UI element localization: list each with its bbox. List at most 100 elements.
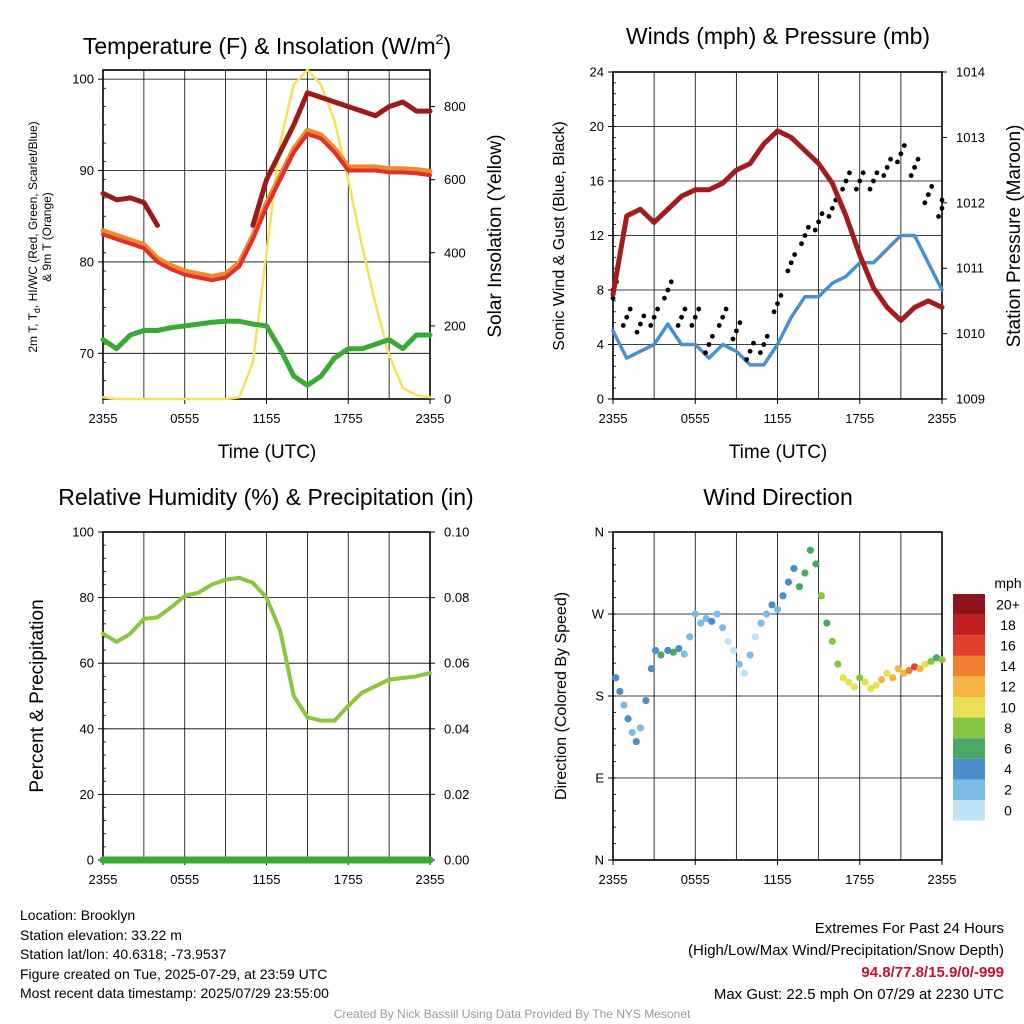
temp-ylabel-right: Solar Insolation (Yellow): [485, 134, 506, 337]
winds-ytick-label: 4: [597, 337, 604, 352]
wind-direction-point: [878, 676, 886, 684]
rh-xtick-label: 2355: [416, 872, 445, 887]
wdir-ytick-label: W: [592, 607, 605, 622]
extremes-block: Extremes For Past 24 Hours (High/Low/Max…: [688, 918, 1004, 1006]
wdir-xtick-label: 2355: [599, 872, 628, 887]
gust-point: [826, 214, 832, 219]
gust-point: [802, 233, 808, 238]
rh-xtick-label: 2355: [89, 872, 118, 887]
temp-xtick-label: 2355: [89, 411, 118, 426]
wind-direction-point: [751, 633, 760, 641]
gust-point: [912, 164, 917, 170]
temp-panel: 70 80 90 100 0 200 400 600 800 2355 0555 1155 1755 23…: [72, 68, 466, 426]
wind-direction-point: [647, 665, 655, 673]
winds-ytick-label: 20: [590, 119, 604, 134]
wind-direction-point: [927, 657, 935, 665]
gust-point: [925, 192, 931, 198]
winds-panel-title: Winds (mph) & Pressure (mb): [626, 23, 930, 49]
rh-line: [101, 575, 432, 723]
wind-direction-point: [636, 724, 645, 732]
gust-point: [915, 156, 921, 162]
wind-direction-point: [773, 605, 782, 614]
rh-ytick-label: 0: [87, 853, 94, 868]
gust-point: [939, 197, 945, 203]
wind-direction-point: [812, 560, 820, 568]
temp-xtick-label: 1155: [253, 411, 281, 426]
wind-direction-point: [828, 637, 836, 645]
gust-point: [888, 156, 893, 162]
wind-direction-point: [642, 696, 650, 705]
wind-direction-point: [708, 617, 716, 625]
rh-ytick-label: 60: [80, 656, 94, 671]
gust-point: [682, 306, 688, 312]
winds-ytick-label: 0: [597, 392, 604, 407]
gust-point: [840, 186, 846, 192]
winds-ylabel-right: Station Pressure (Maroon): [1004, 125, 1024, 348]
wind-direction-point: [624, 715, 632, 723]
wind-direction-point: [735, 660, 743, 668]
wdir-border: [612, 531, 943, 861]
wind-direction-point: [686, 633, 694, 641]
wind-direction-point: [675, 645, 683, 653]
wind-direction-point: [691, 610, 699, 618]
temp-ytick-right-label: 600: [444, 172, 466, 187]
wind-direction-point: [801, 569, 809, 577]
winds-ytick-right-label: 1013: [956, 130, 985, 145]
wdir-ytick-label: N: [595, 853, 604, 868]
gust-point: [788, 260, 794, 266]
winds-xtick-label: 0555: [681, 411, 710, 426]
sonic-wind-line: [611, 233, 944, 367]
legend-swatch: [953, 655, 985, 677]
wind-direction-point: [746, 651, 754, 659]
winds-ytick-label: 12: [590, 228, 604, 243]
max-gust-text: Max Gust: 22.5 mph On 07/29 at 2230 UTC: [713, 986, 1004, 1003]
insolation-line: [101, 68, 432, 401]
gust-point: [816, 219, 822, 225]
elevation-text: Station elevation: 33.22 m: [20, 926, 182, 943]
gust-point: [829, 205, 835, 211]
gust-point: [922, 200, 928, 206]
wind-direction-point: [883, 669, 891, 677]
temp-xtick-label: 2355: [416, 411, 445, 426]
legend-label: 14: [1000, 658, 1016, 674]
rh-xtick-label: 1155: [253, 872, 281, 887]
gust-point: [853, 186, 859, 192]
rh-xtick-label: 0555: [170, 872, 199, 887]
gust-point: [860, 170, 866, 176]
winds-ytick-label: 8: [597, 283, 604, 298]
gust-point: [723, 306, 729, 312]
temp-ytick-right-label: 800: [444, 99, 466, 114]
wind-direction-point: [730, 646, 738, 655]
gust-point: [874, 170, 880, 176]
gust-point: [648, 323, 654, 328]
wdir-xtick-label: 2355: [928, 872, 957, 887]
wind-direction-point: [702, 614, 710, 623]
wind-direction-point: [697, 619, 705, 627]
temp-ytick-label: 90: [80, 163, 94, 178]
wind-direction-point: [724, 637, 732, 645]
extremes-values: 94.8/77.8/15.9/0/-999: [861, 964, 1004, 981]
wind-direction-point: [719, 624, 727, 632]
rh-ytick-right-label: 0.06: [444, 656, 469, 671]
gust-point: [641, 313, 647, 319]
gust-point: [730, 336, 736, 342]
gust-point: [689, 323, 695, 328]
gust-point: [819, 211, 825, 217]
wind-direction-point: [823, 619, 831, 627]
gust-point: [908, 173, 914, 178]
gust-point: [867, 186, 873, 192]
gust-point: [696, 306, 702, 312]
gust-point: [929, 184, 935, 189]
recent-text: Most recent data timestamp: 2025/07/29 2…: [20, 985, 329, 1002]
temp-ytick-right-label: 400: [444, 245, 466, 260]
legend-swatch: [953, 779, 985, 800]
wdir-xtick-label: 1155: [764, 872, 792, 887]
wind-direction-point: [628, 728, 636, 737]
gust-point: [737, 320, 743, 326]
wind-direction-point: [845, 678, 853, 686]
gust-point: [627, 306, 633, 312]
winds-panel: 0 4 8 12 16 20 24 1009 1010 1011 1012 1013 1014 2355 0…: [590, 65, 985, 427]
rh-ytick-label: 40: [80, 721, 94, 736]
winds-ytick-right-label: 1009: [956, 392, 985, 407]
